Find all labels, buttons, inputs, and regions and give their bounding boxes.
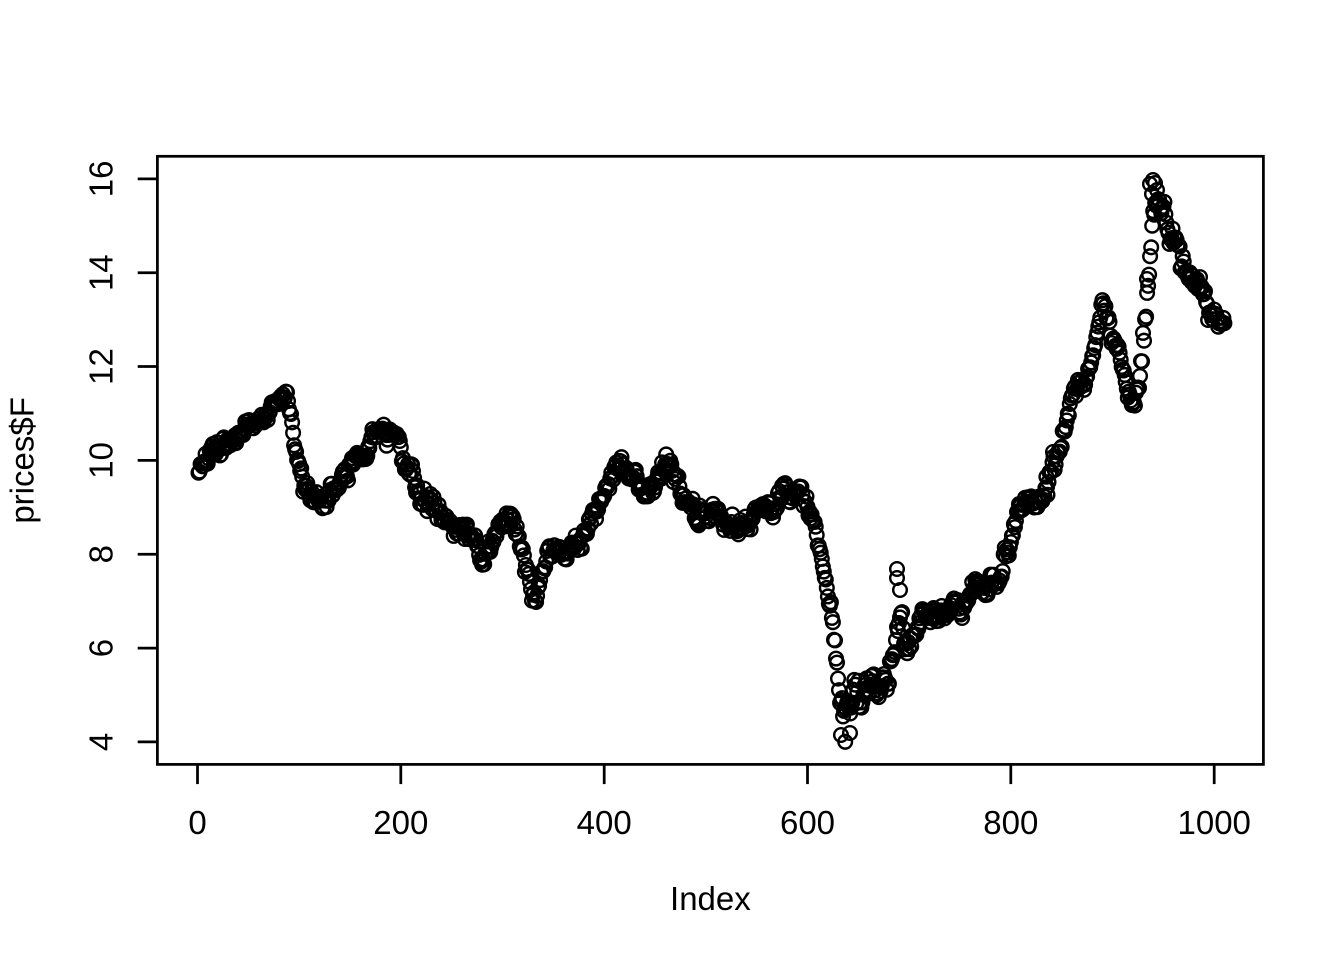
svg-text:Index: Index bbox=[670, 880, 751, 917]
svg-text:10: 10 bbox=[83, 442, 120, 479]
svg-text:12: 12 bbox=[83, 348, 120, 385]
svg-text:16: 16 bbox=[83, 161, 120, 198]
svg-text:1000: 1000 bbox=[1177, 804, 1250, 841]
svg-text:6: 6 bbox=[83, 639, 120, 657]
svg-text:14: 14 bbox=[83, 254, 120, 291]
svg-text:0: 0 bbox=[188, 804, 206, 841]
svg-text:prices$F: prices$F bbox=[4, 397, 41, 524]
svg-text:8: 8 bbox=[83, 545, 120, 563]
svg-text:800: 800 bbox=[983, 804, 1038, 841]
svg-text:400: 400 bbox=[577, 804, 632, 841]
svg-text:200: 200 bbox=[373, 804, 428, 841]
svg-text:600: 600 bbox=[780, 804, 835, 841]
svg-text:4: 4 bbox=[83, 733, 120, 751]
